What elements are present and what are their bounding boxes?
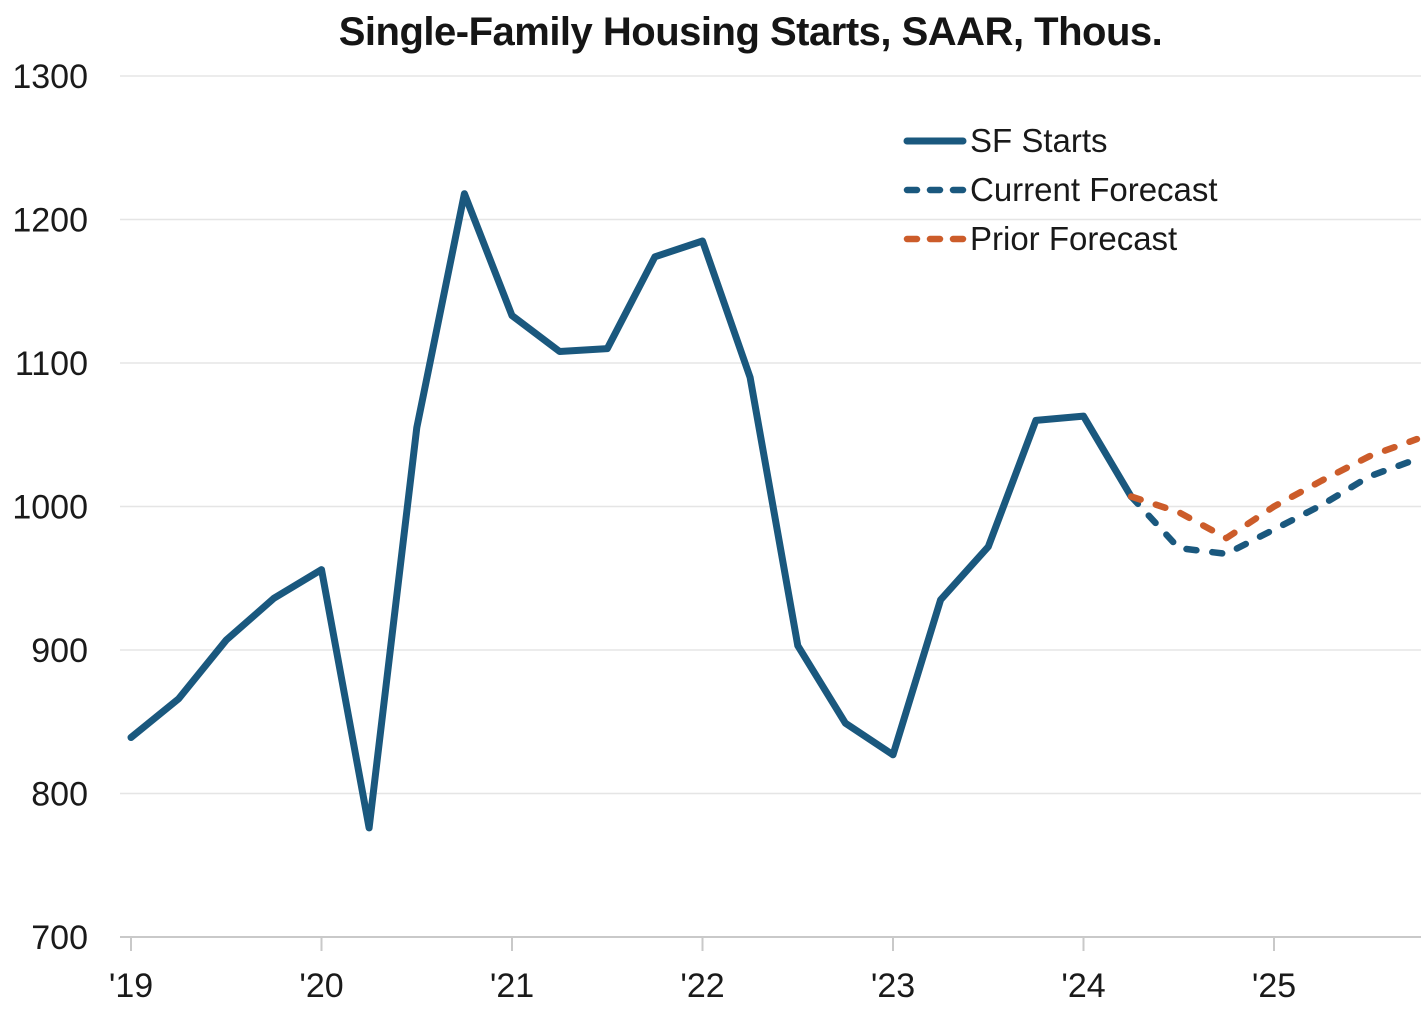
x-tick-label: '22	[680, 967, 724, 1005]
y-tick-label: 1300	[12, 58, 88, 96]
y-tick-label: 700	[31, 919, 88, 957]
legend-item-current-forecast: Current Forecast	[903, 165, 1218, 214]
x-axis-ticks	[130, 937, 1275, 951]
y-tick-label: 800	[31, 776, 88, 814]
chart-title: Single-Family Housing Starts, SAAR, Thou…	[338, 10, 1163, 54]
x-tick-label: '21	[490, 967, 534, 1005]
x-tick-label: '25	[1252, 967, 1296, 1005]
legend-label: SF Starts	[970, 121, 1108, 159]
x-tick-label: '24	[1061, 967, 1105, 1005]
solid-line-swatch-icon	[903, 137, 967, 144]
legend: SF Starts Current Forecast Prior Forecas…	[903, 116, 1218, 263]
dashed-line-swatch-icon	[903, 186, 967, 193]
y-axis-labels: 700 800 900 1000 1100 1200 1300	[12, 58, 88, 957]
series-prior-forecast	[1127, 435, 1421, 542]
x-tick-label: '20	[299, 967, 343, 1005]
x-tick-label: '23	[871, 967, 915, 1005]
x-axis-labels: '19 '20 '21 '22 '23 '24 '25	[109, 967, 1296, 1005]
legend-label: Prior Forecast	[970, 219, 1178, 257]
y-tick-label: 1200	[12, 202, 88, 240]
y-tick-label: 1000	[12, 489, 88, 527]
legend-label: Current Forecast	[970, 170, 1218, 208]
y-tick-label: 900	[31, 632, 88, 670]
legend-item-prior-forecast: Prior Forecast	[903, 214, 1218, 263]
y-tick-label: 1100	[15, 345, 88, 383]
series-sf-starts	[127, 190, 1135, 832]
dashed-line-swatch-icon	[903, 235, 967, 242]
x-tick-label: '19	[109, 967, 153, 1005]
legend-item-sf-starts: SF Starts	[903, 116, 1218, 165]
